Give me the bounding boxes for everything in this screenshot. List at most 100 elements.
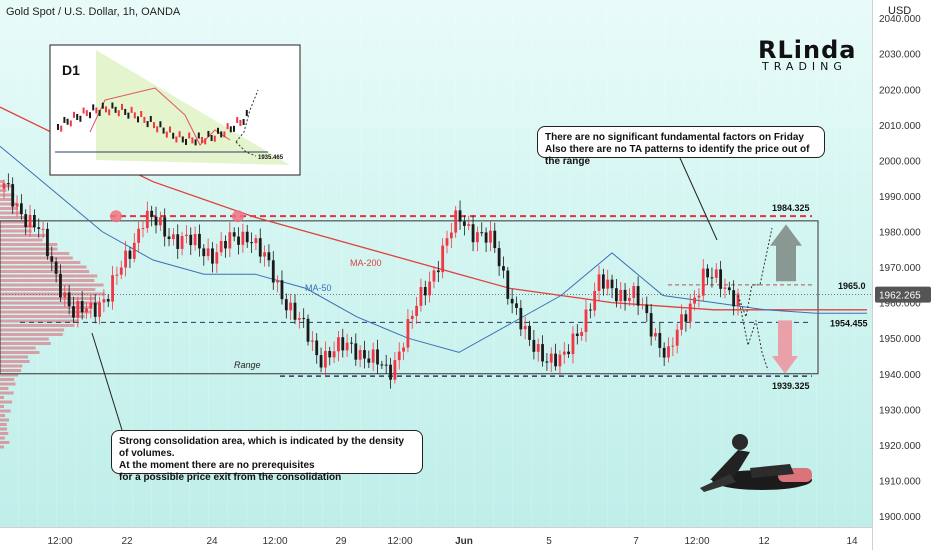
main-chart[interactable]: Range 1984.325 1965.0 1954.455 1939.325 MA-20… xyxy=(0,0,872,527)
candle-body xyxy=(345,342,349,351)
candle-body xyxy=(271,260,275,283)
candle-body xyxy=(59,273,62,298)
volume-bar xyxy=(0,238,43,242)
price-axis[interactable]: 1900.000 1910.000 1920.000 1930.000 1940.000… xyxy=(872,0,932,550)
currency-label: USD xyxy=(888,5,912,17)
inset-candle xyxy=(207,130,210,137)
candle-body xyxy=(554,353,557,367)
time-tick-label: 29 xyxy=(335,536,347,547)
candle-body xyxy=(389,364,392,380)
candle-body xyxy=(54,261,58,274)
candle-body xyxy=(684,314,688,322)
price-tick-label: 2020.000 xyxy=(879,85,921,96)
volume-bar xyxy=(0,207,19,210)
candle-body xyxy=(15,203,19,207)
candle-body xyxy=(206,248,210,257)
candle-body xyxy=(467,224,471,226)
price-tick-label: 1980.000 xyxy=(879,228,921,239)
candle-body xyxy=(641,304,644,306)
inset-candle xyxy=(57,124,59,130)
candle-body xyxy=(219,240,223,253)
time-tick-label: 12 xyxy=(758,536,770,547)
volume-bar xyxy=(0,319,79,323)
inset-candle xyxy=(108,109,111,116)
volume-bar xyxy=(0,198,12,201)
candle-body xyxy=(267,252,271,261)
candle-body xyxy=(263,252,266,257)
candle-body xyxy=(567,351,571,355)
candle-body xyxy=(528,325,531,340)
candle-body xyxy=(363,350,366,359)
level-label: 1954.455 xyxy=(830,318,868,328)
inset-candle xyxy=(130,106,133,113)
volume-bar xyxy=(0,333,63,336)
price-tick-label: 1920.000 xyxy=(879,441,921,452)
price-tick-label: 1960.000 xyxy=(879,299,921,310)
time-tick-label: 14 xyxy=(846,536,858,547)
inset-candle xyxy=(213,135,216,142)
volume-bar xyxy=(0,342,51,345)
note-fundamentals[interactable]: There are no significant fundamental fac… xyxy=(537,126,825,167)
inset-candle xyxy=(197,132,200,139)
candle-body xyxy=(606,279,610,289)
note-consolidation[interactable]: Strong consolidation area, which is indi… xyxy=(111,430,423,483)
candle-body xyxy=(63,292,67,298)
volume-bar xyxy=(0,360,30,363)
volume-bar xyxy=(0,324,75,327)
candle-body xyxy=(541,344,544,362)
volume-bar xyxy=(0,189,7,192)
level-label: 1984.325 xyxy=(772,203,810,213)
candle-body xyxy=(328,351,332,358)
time-tick-label: 22 xyxy=(121,536,133,547)
candle-body xyxy=(588,309,592,311)
candle-body xyxy=(445,238,449,246)
candle-body xyxy=(41,228,45,230)
candle-body xyxy=(50,256,54,262)
volume-bar xyxy=(0,288,96,291)
inset-candle xyxy=(98,109,101,116)
candle-body xyxy=(536,344,540,352)
candle-body xyxy=(736,293,740,307)
inset-candle xyxy=(162,127,165,134)
candle-body xyxy=(341,337,345,351)
inset-candle xyxy=(127,112,130,119)
inset-candle xyxy=(114,106,117,113)
inset-candle xyxy=(63,116,66,123)
volume-bar xyxy=(0,279,95,282)
volume-bar xyxy=(0,243,58,246)
inset-wave xyxy=(89,87,231,146)
volume-bar xyxy=(0,306,93,309)
candle-body xyxy=(106,299,110,302)
candle-body xyxy=(332,351,336,358)
price-tick-label: 2000.000 xyxy=(879,156,921,167)
note-line: Strong consolidation area, which is indi… xyxy=(119,436,405,459)
candle-body xyxy=(228,232,232,249)
price-tick-label: 1940.000 xyxy=(879,370,921,381)
candle-body xyxy=(141,228,145,230)
candle-body xyxy=(189,234,193,246)
candle-body xyxy=(575,333,579,336)
candle-body xyxy=(402,347,405,352)
inset-candle xyxy=(105,106,107,113)
candle-body xyxy=(480,232,484,234)
volume-bar xyxy=(0,441,10,444)
inset-d1-chart[interactable]: D1 1935.465 xyxy=(49,44,301,176)
inset-candle xyxy=(137,116,139,123)
time-axis[interactable]: 12:00 22 24 12:00 29 12:00 Jun 5 7 12:00 12 14 xyxy=(0,527,872,550)
volume-bar xyxy=(0,180,4,183)
candle-body xyxy=(215,252,219,264)
candle-body xyxy=(37,227,41,229)
logo-sub-text: TRADING xyxy=(762,60,847,73)
ma200-line xyxy=(0,106,867,311)
inset-candle xyxy=(245,110,248,117)
candle-body xyxy=(67,292,71,307)
candle-body xyxy=(350,342,353,344)
inset-candle xyxy=(60,125,63,132)
candle-body xyxy=(46,228,49,257)
candle-body xyxy=(597,274,601,291)
candle-body xyxy=(614,288,618,302)
candle-body xyxy=(454,210,458,233)
candle-body xyxy=(523,325,527,330)
range-box xyxy=(0,220,819,375)
